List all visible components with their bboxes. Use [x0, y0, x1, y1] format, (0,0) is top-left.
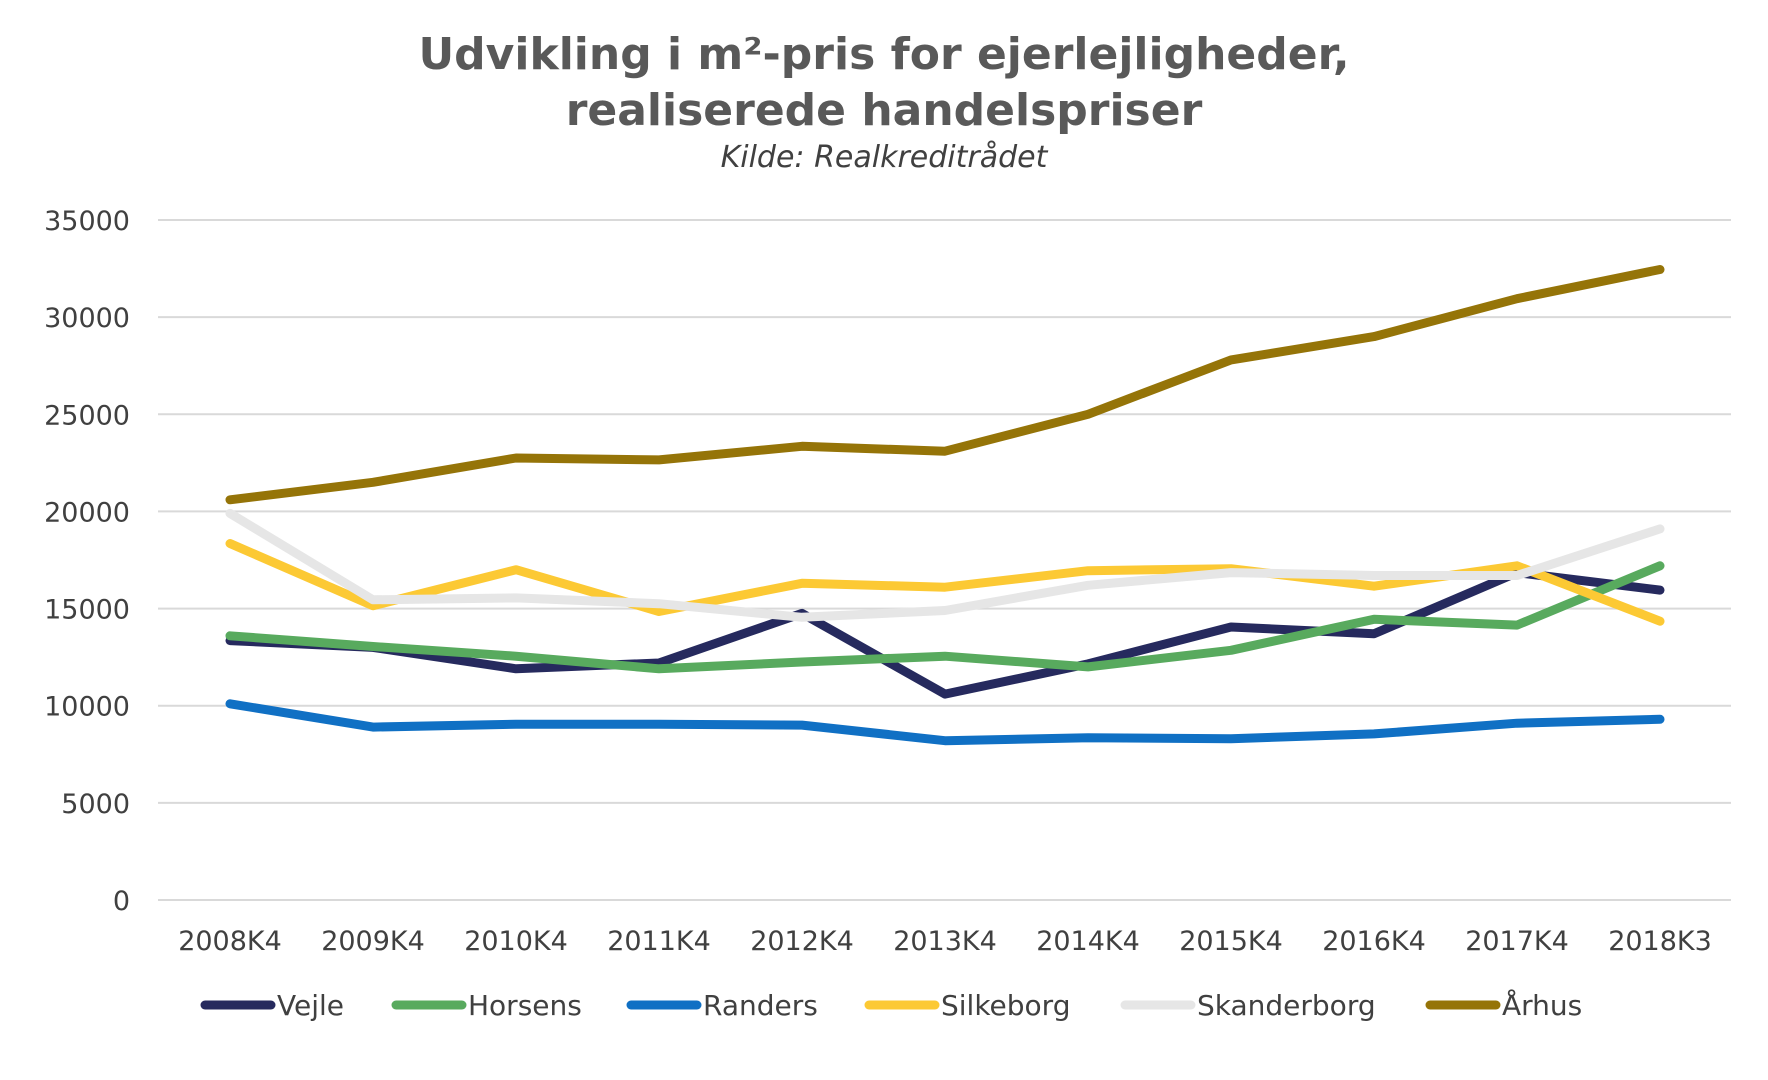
series-line--rhus — [225, 265, 1665, 505]
y-tick-label: 0 — [113, 886, 130, 917]
y-tick-label: 30000 — [44, 303, 130, 334]
y-tick-label: 20000 — [44, 497, 130, 528]
y-tick-label: 5000 — [61, 789, 130, 820]
series-line-skanderborg — [225, 508, 1665, 622]
series-line-vejle — [225, 568, 1665, 699]
series-line-randers — [225, 699, 1665, 746]
legend-label: Randers — [703, 989, 818, 1022]
x-tick-label: 2013K4 — [893, 926, 997, 957]
gridlines — [158, 219, 1731, 901]
y-tick-label: 15000 — [44, 595, 130, 626]
y-tick-label: 35000 — [44, 206, 130, 237]
y-axis-ticks: 0 5000 10000 15000 20000 25000 30000 35000 — [44, 206, 130, 917]
x-tick-label: 2011K4 — [607, 926, 711, 957]
legend-label: Århus — [1502, 988, 1582, 1022]
y-tick-label: 25000 — [44, 400, 130, 431]
legend-label: Vejle — [277, 989, 344, 1022]
x-tick-label: 2014K4 — [1036, 926, 1140, 957]
chart-subtitle: Kilde: Realkreditrådet — [720, 140, 1048, 175]
series-line-horsens — [225, 561, 1665, 674]
legend: Vejle Horsens Randers Silkeborg Skanderborg Å… — [200, 988, 1582, 1022]
x-tick-label: 2017K4 — [1465, 926, 1569, 957]
chart-title-line-2: realiserede handelspriser — [565, 85, 1203, 136]
x-tick-label: 2008K4 — [178, 926, 282, 957]
legend-label: Silkeborg — [941, 989, 1070, 1022]
y-tick-label: 10000 — [44, 692, 130, 723]
x-axis-ticks: 2008K4 2009K4 2010K4 2011K4 2012K4 2013K4 2014… — [178, 926, 1712, 957]
x-tick-label: 2012K4 — [750, 926, 854, 957]
series-lines — [225, 265, 1665, 746]
x-tick-label: 2015K4 — [1179, 926, 1283, 957]
x-tick-label: 2016K4 — [1322, 926, 1426, 957]
chart-title-line-1: Udvikling i m²-pris for ejerlejligheder, — [418, 29, 1350, 80]
legend-label: Horsens — [468, 989, 582, 1022]
legend-label: Skanderborg — [1197, 989, 1376, 1022]
x-tick-label: 2010K4 — [464, 926, 568, 957]
x-tick-label: 2018K3 — [1608, 926, 1712, 957]
x-tick-label: 2009K4 — [321, 926, 425, 957]
